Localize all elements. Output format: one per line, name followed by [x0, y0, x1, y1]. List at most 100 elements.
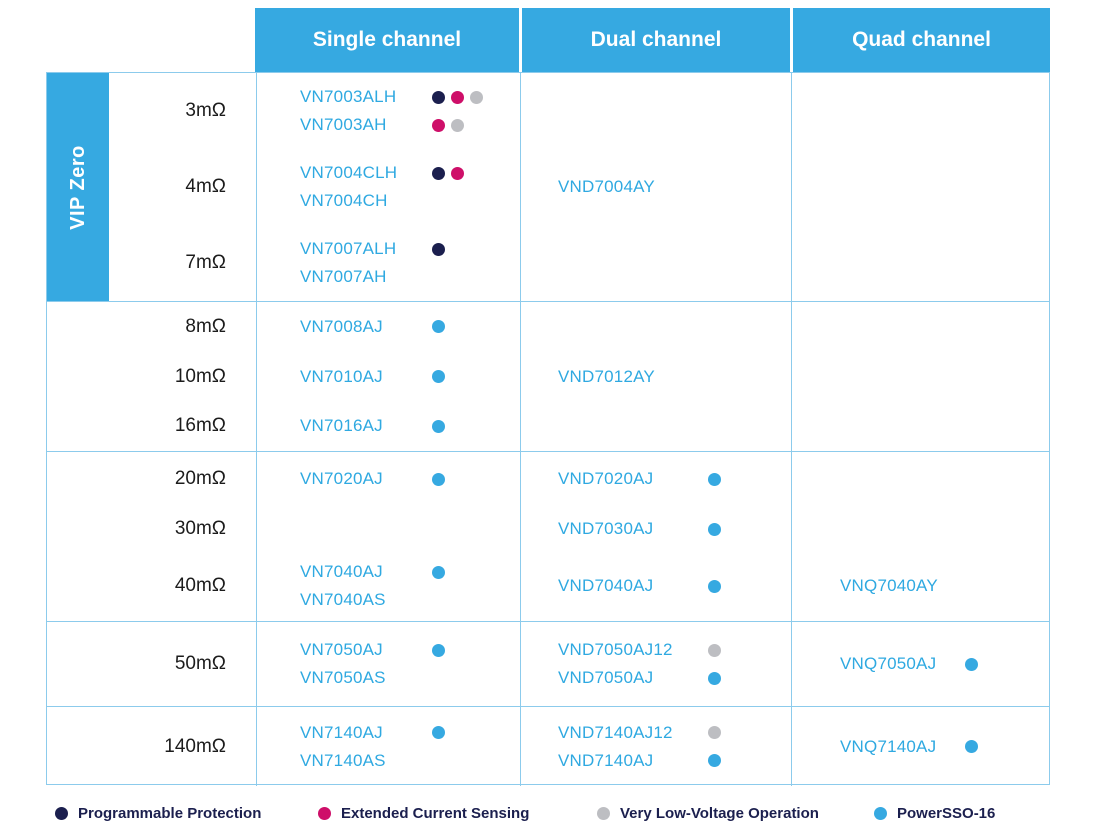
row-label-20mohm: 20mΩ [47, 452, 256, 507]
part-number: VN7004CH [300, 191, 388, 210]
dual-channel-column: VND7140AJ12 VND7140AJ [520, 707, 791, 786]
blue-feature-dot-icon [708, 579, 721, 593]
programmable-protection-dot-icon [55, 807, 68, 820]
feature-dots [432, 90, 483, 104]
quad-cell-30mohm [840, 507, 1049, 552]
product-selection-table: VIP Zero 3mΩ 4mΩ 7mΩ VN7003ALH VN7003AH … [46, 72, 1050, 786]
blue-feature-dot-icon [432, 370, 445, 383]
part-vnq7140aj: VNQ7140AJ [840, 733, 1049, 761]
part-number: VN7050AJ [300, 640, 383, 659]
row-label-7mohm: 7mΩ [109, 225, 256, 301]
part-vnd7050aj: VND7050AJ [558, 664, 791, 692]
feature-dots [965, 657, 978, 671]
resistance-value: 7mΩ [185, 252, 226, 273]
feature-dots [432, 242, 445, 256]
blue-feature-dot-icon [432, 565, 445, 579]
part-vn7007ah: VN7007AH [300, 263, 520, 291]
blue-feature-dot-icon [432, 726, 445, 739]
part-number: VND7030AJ [558, 519, 654, 539]
part-number: VND7140AJ12 [558, 722, 673, 742]
column-header-quad-channel: Quad channel [790, 8, 1050, 72]
part-number: VND7012AY [558, 366, 655, 386]
part-vnq7040ay: VNQ7040AY [840, 572, 1049, 600]
part-vnd7040aj: VND7040AJ [558, 572, 791, 600]
part-number: VN7007ALH [300, 239, 397, 258]
legend-label: Very Low-Voltage Operation [620, 805, 819, 822]
single-cell-50mohm: VN7050AJ VN7050AS [300, 622, 520, 706]
dual-cell-50mohm: VND7050AJ12 VND7050AJ [558, 622, 791, 706]
single-cell-10mohm: VN7010AJ [300, 352, 520, 402]
table-header: Single channel Dual channel Quad channel [255, 8, 1050, 72]
resistance-label-column: 50mΩ [47, 622, 256, 706]
dual-channel-column: VND7050AJ12 VND7050AJ [520, 622, 791, 706]
part-vn7020aj: VN7020AJ [300, 465, 520, 493]
part-number: VN7003ALH [300, 87, 397, 106]
part-number: VN7004CLH [300, 163, 398, 182]
resistance-value: 4mΩ [185, 176, 226, 197]
dual-channel-column: VND7012AY [520, 302, 791, 451]
quad-cell-50mohm: VNQ7050AJ [840, 622, 1049, 706]
feature-dots [708, 671, 721, 685]
part-number: VND7050AJ [558, 668, 654, 687]
gray-feature-dot-icon [451, 118, 464, 132]
vip-zero-band: VIP Zero [47, 73, 109, 301]
legend-label: Extended Current Sensing [341, 805, 530, 822]
gray-feature-dot-icon [708, 643, 721, 657]
magenta-feature-dot-icon [432, 118, 445, 132]
powersso-16-dot-icon [874, 807, 887, 820]
legend-item-powersso-16: PowerSSO-16 [874, 799, 995, 828]
feature-dots [432, 118, 464, 132]
part-vn7004ch: VN7004CH [300, 187, 520, 215]
row-label-140mohm: 140mΩ [47, 707, 256, 786]
feature-dots [708, 726, 721, 739]
dual-channel-column: VND7020AJ VND7030AJ VND7040AJ [520, 452, 791, 621]
blue-feature-dot-icon [965, 740, 978, 753]
feature-dots [432, 565, 445, 579]
part-vn7007alh: VN7007ALH [300, 235, 520, 263]
part-number: VNQ7050AJ [840, 654, 937, 673]
part-number: VND7050AJ12 [558, 640, 673, 659]
column-header-dual-channel: Dual channel [519, 8, 790, 72]
quad-channel-column [791, 302, 1049, 451]
blue-feature-dot-icon [708, 522, 721, 536]
dual-cell-40mohm: VND7040AJ [558, 551, 791, 621]
row-label-10mohm: 10mΩ [47, 352, 256, 402]
dual-cell-30mohm: VND7030AJ [558, 507, 791, 552]
part-number: VN7016AJ [300, 416, 383, 436]
resistance-label-column: 3mΩ 4mΩ 7mΩ [109, 73, 256, 301]
part-number: VN7003AH [300, 115, 387, 134]
part-vn7008aj: VN7008AJ [300, 313, 520, 341]
part-number: VND7040AJ [558, 576, 654, 596]
legend-label: Programmable Protection [78, 805, 262, 822]
navy-feature-dot-icon [432, 166, 445, 180]
part-number: VND7020AJ [558, 469, 654, 489]
gray-feature-dot-icon [708, 726, 721, 739]
resistance-value: 8mΩ [185, 315, 226, 337]
resistance-value: 16mΩ [174, 415, 226, 437]
part-vn7003alh: VN7003ALH [300, 83, 520, 111]
resistance-value: 40mΩ [174, 575, 226, 597]
feature-dots [708, 754, 721, 767]
blue-feature-dot-icon [432, 472, 445, 486]
row-label-16mohm: 16mΩ [47, 401, 256, 451]
quad-cell-40mohm: VNQ7040AY [840, 551, 1049, 621]
navy-feature-dot-icon [432, 90, 445, 104]
part-vnd7140aj: VND7140AJ [558, 747, 791, 775]
part-vn7050as: VN7050AS [300, 664, 520, 692]
section-vip-zero: VIP Zero 3mΩ 4mΩ 7mΩ VN7003ALH VN7003AH … [47, 73, 1049, 301]
single-cell-7mohm: VN7007ALH VN7007AH [300, 225, 520, 301]
resistance-value: 3mΩ [185, 100, 226, 121]
quad-cell-20mohm [840, 452, 1049, 507]
feature-dots [432, 472, 445, 486]
single-cell-4mohm: VN7004CLH VN7004CH [300, 149, 520, 225]
resistance-value: 10mΩ [174, 365, 226, 387]
row-label-4mohm: 4mΩ [109, 149, 256, 225]
blue-feature-dot-icon [432, 419, 445, 433]
row-label-3mohm: 3mΩ [109, 73, 256, 149]
column-header-single-channel: Single channel [255, 8, 519, 72]
part-vnq7050aj: VNQ7050AJ [840, 650, 1049, 678]
single-cell-8mohm: VN7008AJ [300, 302, 520, 352]
single-cell-30mohm [300, 507, 520, 552]
row-label-50mohm: 50mΩ [47, 622, 256, 706]
part-vn7050aj: VN7050AJ [300, 636, 520, 664]
